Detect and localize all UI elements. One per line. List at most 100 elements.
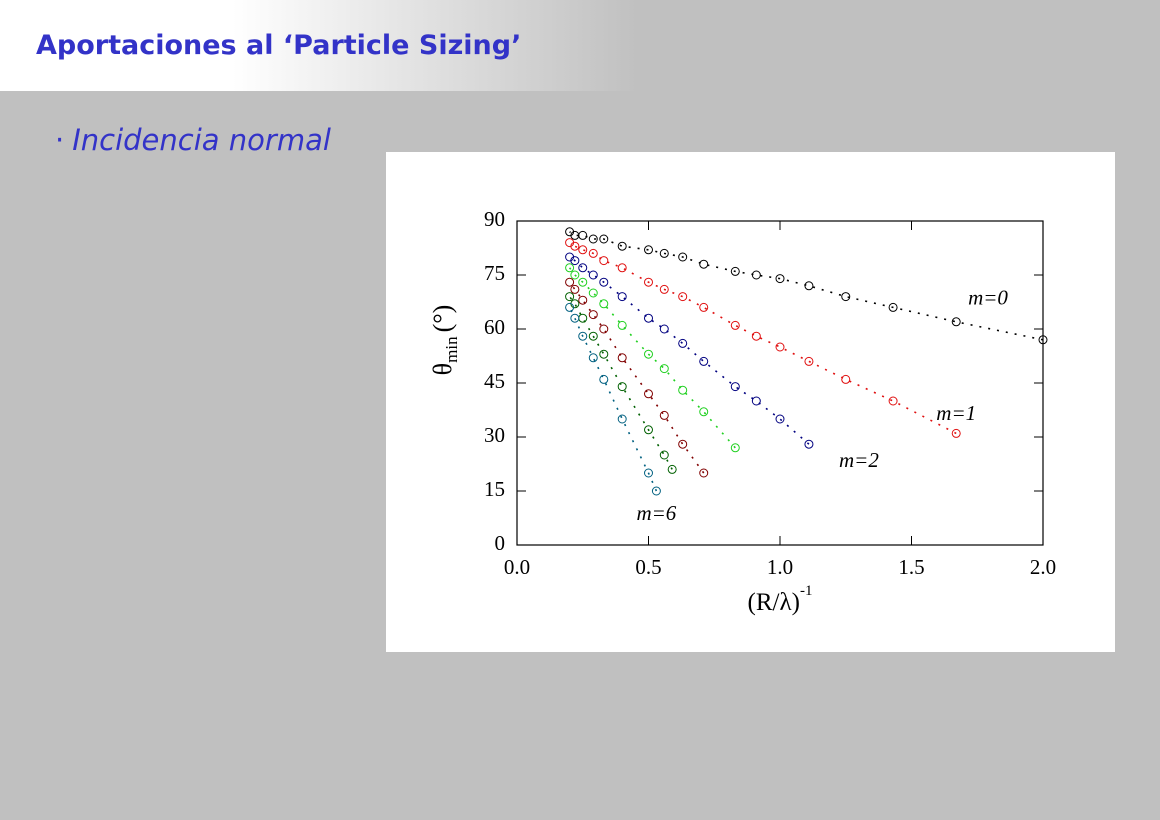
slide-title: Aportaciones al ‘Particle Sizing’ bbox=[36, 30, 522, 61]
data-point bbox=[841, 374, 851, 384]
data-point bbox=[804, 281, 814, 291]
data-point bbox=[617, 263, 627, 273]
data-point bbox=[578, 331, 588, 341]
data-point bbox=[578, 277, 588, 287]
data-point bbox=[570, 284, 580, 294]
y-tick-label: 75 bbox=[484, 261, 505, 285]
data-point bbox=[565, 292, 575, 302]
bullet-marker: · bbox=[55, 123, 65, 157]
x-tick-label: 0.5 bbox=[635, 555, 661, 579]
header-band bbox=[0, 0, 1160, 91]
data-point bbox=[599, 299, 609, 309]
data-point bbox=[751, 396, 761, 406]
data-point bbox=[617, 382, 627, 392]
data-point bbox=[888, 302, 898, 312]
y-label-symbol: θ bbox=[428, 363, 457, 375]
data-point bbox=[804, 356, 814, 366]
data-point bbox=[699, 302, 709, 312]
data-point bbox=[617, 241, 627, 251]
y-tick-label: 30 bbox=[484, 423, 505, 447]
data-point bbox=[570, 270, 580, 280]
data-point bbox=[588, 248, 598, 258]
data-point bbox=[578, 295, 588, 305]
data-point bbox=[699, 356, 709, 366]
series-label: m=6 bbox=[636, 501, 676, 525]
y-tick-label: 45 bbox=[484, 369, 505, 393]
x-label-superscript: -1 bbox=[800, 583, 813, 599]
data-point bbox=[678, 385, 688, 395]
data-point bbox=[565, 238, 575, 248]
data-point bbox=[667, 464, 677, 474]
data-point bbox=[678, 338, 688, 348]
y-tick-label: 90 bbox=[484, 207, 505, 231]
x-tick-label: 0.0 bbox=[504, 555, 530, 579]
data-point bbox=[588, 288, 598, 298]
data-point bbox=[599, 234, 609, 244]
data-point bbox=[644, 277, 653, 287]
chart-panel bbox=[386, 152, 1115, 652]
data-point bbox=[644, 425, 653, 435]
data-point bbox=[599, 277, 609, 287]
data-point bbox=[699, 259, 709, 269]
data-point bbox=[951, 317, 961, 327]
data-point bbox=[599, 256, 609, 266]
data-point bbox=[751, 270, 761, 280]
bullet: · Incidencia normal bbox=[55, 123, 331, 157]
x-tick-label: 1.5 bbox=[898, 555, 924, 579]
data-point bbox=[588, 234, 598, 244]
data-point bbox=[588, 353, 598, 363]
data-point bbox=[651, 486, 661, 496]
fit-line bbox=[568, 281, 705, 474]
data-point bbox=[775, 342, 785, 352]
data-point bbox=[678, 252, 688, 262]
data-point bbox=[751, 331, 761, 341]
data-point bbox=[599, 349, 609, 359]
data-point bbox=[775, 414, 785, 424]
data-point bbox=[888, 396, 898, 406]
data-point bbox=[730, 320, 740, 330]
y-tick-label: 15 bbox=[484, 477, 505, 501]
series-label: m=1 bbox=[936, 401, 976, 425]
y-axis-label: θmin (°) bbox=[428, 305, 461, 376]
data-point bbox=[951, 428, 961, 438]
data-point bbox=[565, 263, 575, 273]
data-point bbox=[565, 252, 575, 262]
y-tick-label: 0 bbox=[495, 531, 506, 555]
data-point bbox=[617, 292, 627, 302]
x-axis-label: (R/λ)-1 bbox=[748, 583, 813, 615]
data-point bbox=[730, 443, 740, 453]
y-tick-label: 60 bbox=[484, 315, 505, 339]
data-point bbox=[804, 439, 814, 449]
data-point bbox=[644, 313, 653, 323]
data-point bbox=[659, 450, 669, 460]
data-point bbox=[617, 414, 627, 424]
data-point bbox=[565, 302, 575, 312]
data-point bbox=[678, 439, 688, 449]
data-point bbox=[659, 284, 669, 294]
data-point bbox=[659, 410, 669, 420]
data-point bbox=[678, 292, 688, 302]
data-point bbox=[644, 349, 653, 359]
data-point bbox=[644, 389, 653, 399]
data-point bbox=[617, 353, 627, 363]
data-point bbox=[588, 270, 598, 280]
x-tick-label: 1.0 bbox=[767, 555, 793, 579]
y-label-subscript: min bbox=[442, 336, 461, 363]
data-point bbox=[565, 277, 575, 287]
data-point bbox=[659, 248, 669, 258]
fit-line bbox=[568, 307, 658, 492]
data-point bbox=[588, 310, 598, 320]
x-label-text: (R/λ) bbox=[748, 589, 800, 616]
data-point bbox=[578, 245, 588, 255]
data-point bbox=[565, 227, 575, 237]
data-point bbox=[617, 320, 627, 330]
x-tick-label: 2.0 bbox=[1030, 555, 1056, 579]
data-point bbox=[659, 364, 669, 374]
data-point bbox=[730, 266, 740, 276]
y-label-unit: (°) bbox=[428, 305, 457, 333]
data-point bbox=[659, 324, 669, 334]
data-point bbox=[644, 468, 653, 478]
data-point bbox=[578, 263, 588, 273]
